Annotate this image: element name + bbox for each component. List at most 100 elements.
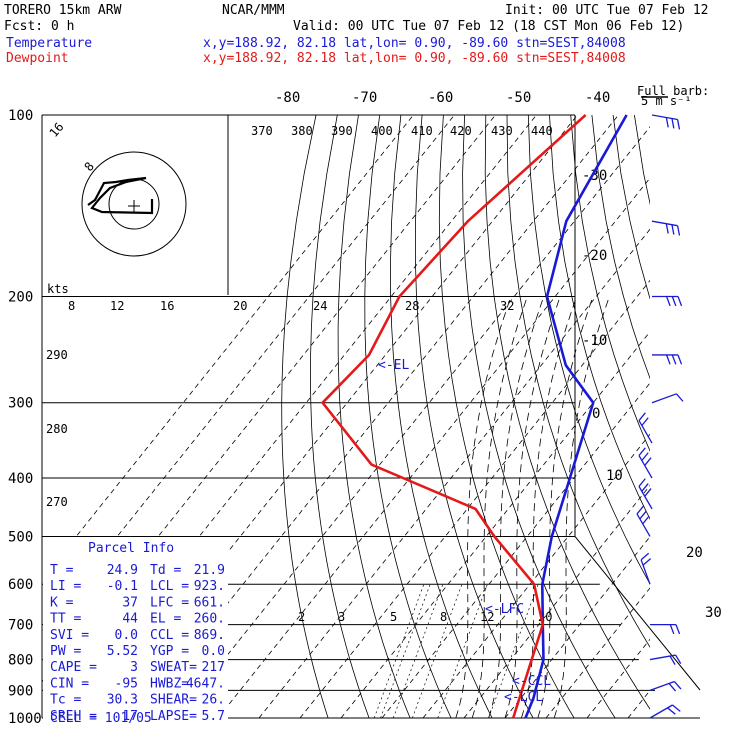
wind-barb-flag	[640, 552, 650, 561]
isotherm	[504, 536, 650, 718]
dry-adiabat	[309, 115, 370, 718]
isotherm-label: -80	[275, 90, 300, 106]
thetae-label: 32	[500, 299, 514, 313]
parcel-field: 5.52	[107, 644, 138, 659]
dry-adiabat	[698, 115, 740, 718]
parcel-field: YGP =	[150, 644, 189, 659]
isotherm-label: 0	[592, 406, 600, 422]
wind-barb-flag	[668, 683, 677, 692]
mixing-ratio-label: 5	[390, 610, 397, 624]
wind-barb-flag	[644, 457, 652, 466]
parcel-field: TT =	[50, 612, 81, 627]
wind-barb-flag	[671, 354, 677, 365]
theta-label: 290	[46, 348, 68, 362]
barb-legend-unit: 5 m s⁻¹	[641, 94, 692, 108]
parcel-field: SREH =	[50, 709, 97, 724]
parcel-field: LCL =	[150, 579, 189, 594]
parcel-field: SHEAR=	[150, 693, 197, 708]
mixing-ratio-line	[392, 584, 444, 718]
barb-legend-title: Full barb:	[637, 84, 709, 98]
moist-adiabat	[504, 296, 561, 718]
dry-adiabat	[677, 115, 740, 718]
isotherm	[463, 484, 650, 718]
wind-barb-shaft	[636, 513, 651, 537]
thetae-label: 8	[68, 299, 75, 313]
parcel-field: 217	[202, 660, 225, 675]
wind-barb-shaft	[638, 455, 653, 479]
wind-barb-flag	[671, 224, 675, 235]
init-time: Init: 00 UTC Tue 07 Feb 12	[505, 3, 709, 18]
parcel-field: 26.	[202, 693, 225, 708]
wind-barb	[638, 478, 653, 510]
wind-barb	[638, 447, 653, 479]
isotherm	[381, 382, 650, 718]
isotherm-label: -20	[582, 248, 607, 264]
parcel-field: PW =	[50, 644, 81, 659]
dry-adiabat	[549, 115, 650, 520]
wind-barb-flag	[675, 393, 684, 402]
isotherm-label: -10	[582, 333, 607, 349]
parcel-field: LFC =	[150, 595, 189, 610]
moist-adiabat	[455, 296, 512, 718]
parcel-field: T =	[50, 563, 74, 578]
forecast-hour: Fcst: 0 h	[4, 19, 74, 34]
mixing-ratio-line	[380, 584, 431, 718]
moist-adiabat	[488, 296, 545, 718]
wind-barb	[649, 680, 682, 692]
wind-barb-flag	[671, 296, 677, 307]
sounding-series	[321, 114, 628, 719]
pressure-tick-label: 600	[8, 577, 33, 593]
wind-barb-flag	[642, 558, 652, 566]
theta-label: 430	[491, 124, 513, 138]
wind-barb	[649, 654, 682, 665]
valid-time: Valid: 00 UTC Tue 07 Feb 12 (18 CST Mon …	[293, 19, 684, 34]
dry-adiabat	[364, 115, 452, 718]
isotherm	[176, 126, 650, 718]
wind-barb-shaft	[649, 654, 676, 661]
moist-adiabat	[471, 296, 528, 718]
mixing-ratio-label: 2	[298, 610, 305, 624]
parcel-field: LI =	[50, 579, 81, 594]
parcel-field: 0.0	[115, 628, 138, 643]
isotherm-label: -40	[585, 90, 610, 106]
lfc-marker: <-LFC	[485, 602, 524, 617]
mixing-ratio-line	[488, 584, 539, 718]
isotherm	[627, 689, 650, 718]
wind-barb-flag	[671, 118, 675, 129]
isotherm-label: 20	[686, 545, 703, 561]
pressure-tick-label: 1000	[8, 711, 42, 727]
lcl-marker: <-LCL	[504, 690, 543, 705]
thetae-label: 24	[313, 299, 327, 313]
pressure-tick-label: 300	[8, 396, 33, 412]
dry-adiabat	[570, 115, 650, 452]
wind-barb-flag	[677, 354, 683, 365]
ccl-marker: <-CCL	[512, 674, 551, 689]
theta-label: 420	[450, 124, 472, 138]
parcel-field: 661.	[194, 595, 225, 610]
isotherm	[42, 115, 414, 580]
pressure-tick-label: 100	[8, 108, 33, 124]
wind-barb	[636, 505, 651, 537]
dry-adiabat	[438, 115, 575, 718]
wind-barb-flag	[677, 296, 683, 307]
wind-barb-shaft	[638, 486, 653, 510]
hodograph-units: kts	[47, 282, 69, 296]
wind-barb-flag	[673, 681, 682, 690]
wind-barb	[651, 220, 681, 236]
dry-adiabat	[414, 115, 534, 718]
wind-barb-flag	[676, 119, 681, 130]
dry-adiabat	[281, 115, 329, 718]
mixing-ratio-line	[373, 584, 425, 718]
dry-adiabat	[390, 115, 493, 718]
wind-barb-flag	[675, 624, 681, 635]
wind-barb	[652, 295, 683, 307]
theta-label: 270	[46, 495, 68, 509]
parcel-field: 37	[122, 595, 138, 610]
theta-label: 390	[331, 124, 353, 138]
parcel-info-panel: Parcel Info T = 24.9 Td = 21.9 LI = -0.1 LCL =…	[43, 537, 228, 727]
wind-barb-flag	[672, 704, 681, 712]
pressure-tick-label: 400	[8, 471, 33, 487]
parcel-field: Td =	[150, 563, 181, 578]
wind-barb-flag	[636, 505, 644, 515]
